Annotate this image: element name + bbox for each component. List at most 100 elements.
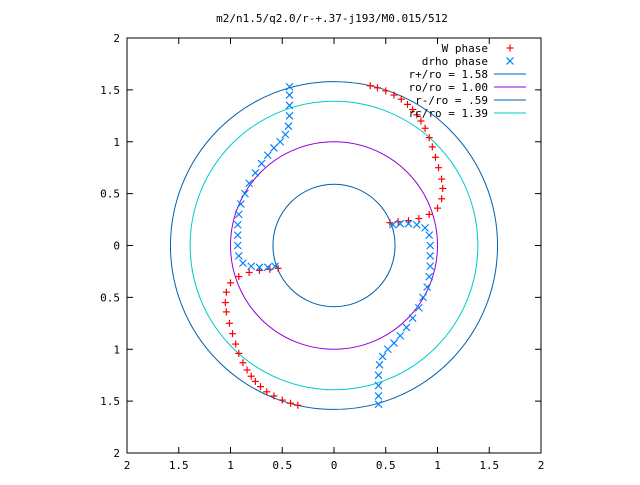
series-0-point-42 [245, 268, 253, 276]
series-1-point-30 [383, 345, 392, 354]
series-0-point-15 [439, 184, 447, 192]
series-0-point-5 [403, 100, 411, 108]
legend-marker-0 [506, 44, 514, 52]
series-1-point-37 [423, 283, 432, 291]
series-0-point-29 [251, 377, 259, 385]
series-0 [221, 82, 447, 409]
series-0-point-40 [227, 279, 234, 287]
legend-label-5: rc/ro = 1.39 [409, 107, 488, 120]
series-0-point-7 [413, 111, 421, 119]
series-1-point-17 [233, 241, 242, 250]
x-tick-label-3: 0.5 [272, 459, 292, 472]
series-0-point-27 [263, 388, 271, 396]
reference-circles [169, 81, 499, 410]
series-1-point-20 [247, 262, 256, 271]
series-1-point-29 [378, 352, 387, 361]
series-0-point-35 [229, 330, 237, 338]
series-1-point-34 [408, 314, 417, 323]
series-1-point-38 [425, 272, 434, 281]
series-1-point-43 [421, 223, 430, 232]
series-1-point-16 [233, 231, 242, 240]
series-0-point-34 [232, 340, 240, 348]
series-0-point-6 [409, 106, 417, 114]
series-0-point-10 [425, 134, 433, 142]
series-1-point-7 [270, 144, 278, 152]
y-tick-label-3: 0.5 [100, 188, 120, 201]
series-0-point-33 [235, 349, 243, 357]
series-1 [233, 82, 435, 409]
series-1-point-9 [257, 159, 266, 168]
series-1-point-21 [255, 263, 264, 272]
series-0-point-32 [239, 359, 247, 367]
series-0-point-2 [382, 87, 390, 95]
series-1-point-33 [402, 323, 411, 332]
series-0-point-9 [421, 124, 429, 132]
series-0-point-1 [373, 84, 381, 92]
series-1-point-28 [375, 360, 384, 369]
series-0-point-22 [386, 219, 394, 227]
series-0-point-45 [274, 264, 282, 272]
series-1-point-47 [389, 220, 397, 229]
series-0-point-39 [222, 288, 230, 296]
series-1-point-27 [374, 371, 383, 380]
circle-1 [230, 141, 438, 350]
legend-label-3: ro/ro = 1.00 [409, 81, 488, 94]
series-0-point-0 [366, 82, 374, 90]
y-tick-label-8: 2 [113, 447, 120, 460]
series-0-point-38 [221, 299, 229, 307]
legend-marker-1 [506, 57, 514, 65]
series-0-point-37 [222, 308, 230, 316]
x-tick-label-0: 2 [124, 459, 131, 472]
series-0-point-12 [431, 153, 439, 161]
series-0-point-3 [390, 91, 398, 99]
y-tick-label-7: 1.5 [100, 395, 120, 408]
y-tick-label-1: 1.5 [100, 84, 120, 97]
x-tick-label-4: 0 [331, 459, 338, 472]
chart-title: m2/n1.5/q2.0/r-+.37-j193/M0.015/512 [216, 12, 448, 25]
series-1-point-42 [425, 231, 434, 240]
axis-ticks: 2 1.5 1 0.5 0 0.5 1 1.5 221.510.500.511.52 [100, 32, 544, 472]
series-1-point-25 [374, 392, 383, 400]
x-tick-label-7: 1.5 [479, 459, 499, 472]
series-1-point-23 [271, 262, 279, 271]
series-1-point-0 [285, 82, 294, 91]
circle-0 [169, 81, 499, 410]
series-1-point-39 [426, 262, 435, 271]
series-0-point-13 [435, 164, 443, 172]
series-1-point-14 [234, 210, 243, 219]
series-0-point-23 [294, 401, 302, 409]
series-1-point-44 [412, 220, 421, 229]
series-1-point-2 [285, 101, 294, 110]
y-tick-label-2: 1 [113, 136, 120, 149]
series-1-point-18 [234, 251, 243, 260]
series-1-point-8 [263, 151, 272, 160]
series-1-point-31 [390, 339, 398, 347]
series-1-point-46 [396, 219, 405, 228]
series-1-point-11 [245, 179, 254, 188]
series-0-point-8 [417, 117, 425, 125]
series-1-point-5 [281, 130, 290, 139]
legend-label-2: r+/ro = 1.58 [409, 68, 488, 81]
series-1-point-32 [396, 331, 405, 340]
series-1-point-10 [251, 168, 260, 177]
series-1-point-24 [374, 400, 383, 409]
series-1-point-45 [404, 219, 413, 228]
series-1-point-41 [426, 241, 435, 250]
series-0-point-16 [438, 195, 446, 203]
series-0-point-25 [278, 396, 286, 404]
x-tick-label-8: 2 [538, 459, 545, 472]
series-1-point-13 [236, 200, 245, 208]
series-0-point-28 [257, 383, 265, 391]
series-0-point-36 [225, 319, 233, 327]
series-1-point-40 [426, 251, 435, 260]
series-1-point-22 [263, 263, 272, 272]
y-tick-label-6: 1 [113, 343, 120, 356]
legend-label-1: drho phase [422, 55, 488, 68]
x-tick-label-2: 1 [227, 459, 234, 472]
series-0-point-14 [438, 175, 446, 183]
series-1-point-19 [238, 259, 247, 268]
x-tick-label-5: 0.5 [376, 459, 396, 472]
